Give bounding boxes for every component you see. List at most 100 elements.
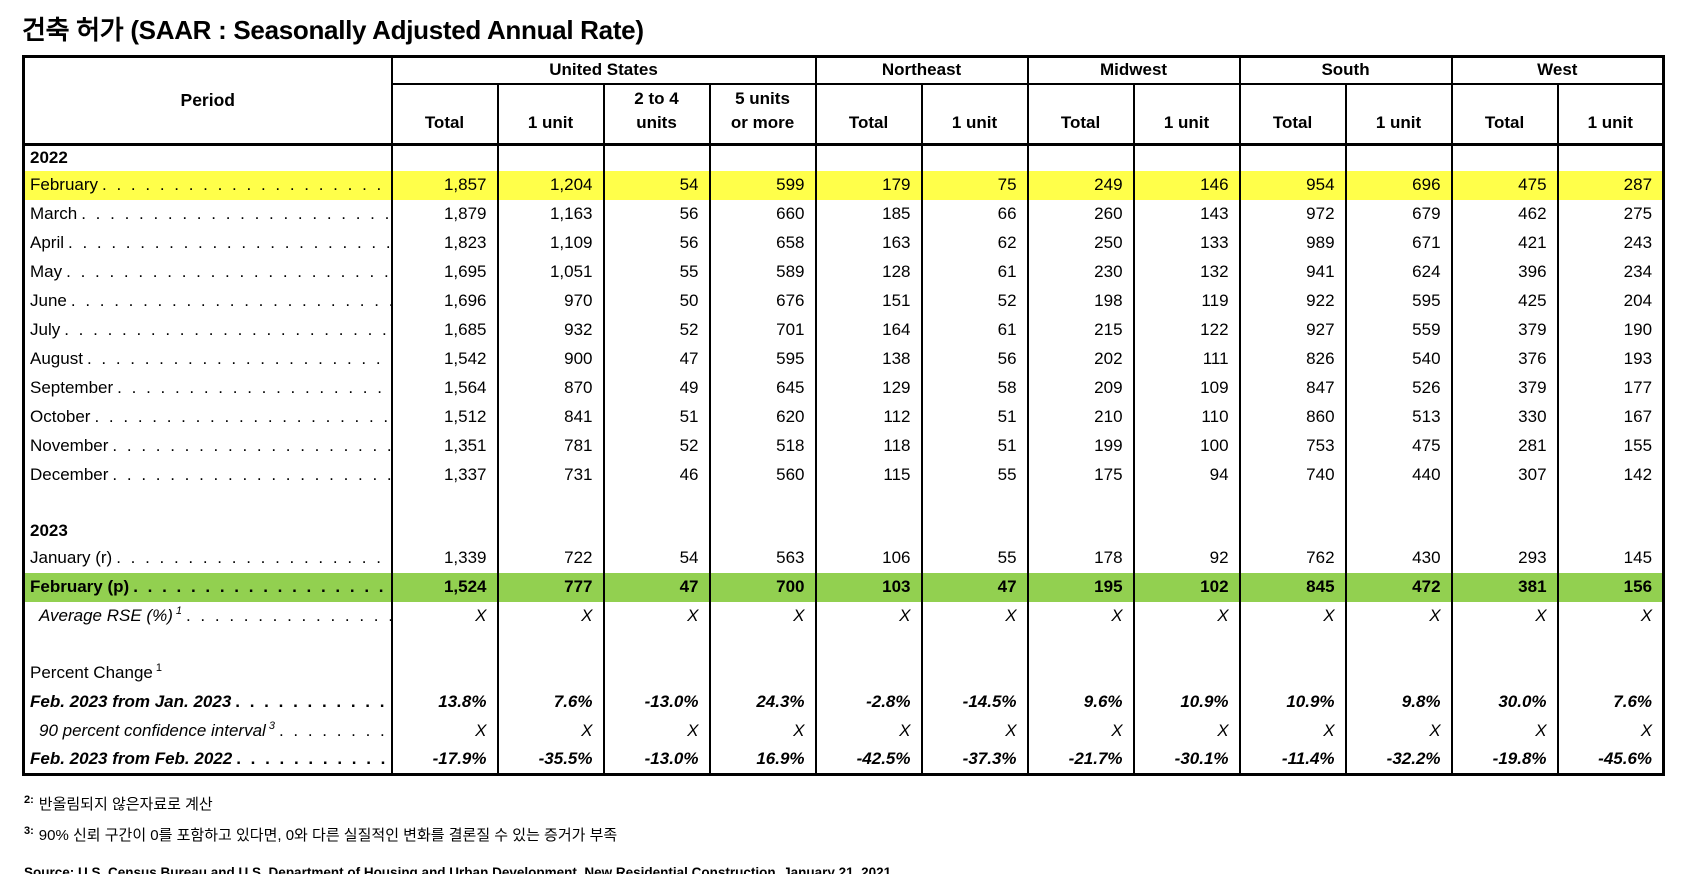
value-cell: 52 bbox=[602, 315, 710, 345]
value-cell: X bbox=[1238, 601, 1346, 631]
table-row: February. . . . . . . . . . . . . . . . … bbox=[23, 170, 1664, 200]
row-label-cell: 2023 bbox=[24, 518, 392, 544]
value-cell: 47 bbox=[602, 572, 710, 602]
value-cell bbox=[1556, 144, 1664, 171]
dot-leader: . . . . . . . . . . . . . . . . . . . . … bbox=[112, 465, 390, 484]
value-cell: 624 bbox=[1344, 257, 1452, 287]
row-label: February (p) bbox=[30, 577, 130, 596]
value-cell bbox=[496, 489, 604, 518]
col-header-us-1unit: 1 unit bbox=[496, 83, 604, 146]
value-cell: 676 bbox=[708, 286, 816, 316]
row-label: March bbox=[30, 204, 78, 223]
dot-leader: . . . . . . . . . . . . . . . . . . . . … bbox=[185, 606, 391, 625]
row-label-cell: June. . . . . . . . . . . . . . . . . . … bbox=[24, 287, 392, 316]
table-row: January (r). . . . . . . . . . . . . . .… bbox=[24, 543, 1664, 573]
value-cell: 513 bbox=[1344, 402, 1452, 432]
value-cell: 193 bbox=[1556, 344, 1664, 374]
value-cell bbox=[602, 489, 710, 518]
dot-leader: . . . . . . . . . . . . . . . . . . . . … bbox=[68, 233, 390, 252]
value-cell: 777 bbox=[496, 572, 604, 602]
row-label-cell bbox=[24, 490, 392, 518]
value-cell: 722 bbox=[496, 543, 604, 573]
row-label-cell: Percent Change 1 bbox=[24, 659, 392, 688]
value-cell: 75 bbox=[920, 170, 1028, 200]
footnote-3-text: 90% 신뢰 구간이 0를 포함하고 있다면, 0와 다른 실질적인 변화를 결… bbox=[38, 827, 618, 844]
value-cell: 287 bbox=[1556, 170, 1664, 200]
value-cell: 51 bbox=[920, 431, 1028, 461]
value-cell: -17.9% bbox=[390, 745, 498, 775]
value-cell: 179 bbox=[814, 170, 922, 200]
value-cell: 860 bbox=[1238, 402, 1346, 432]
value-cell bbox=[1238, 658, 1346, 688]
value-cell: 16.9% bbox=[708, 745, 816, 775]
value-cell: 210 bbox=[1026, 402, 1134, 432]
value-cell: X bbox=[602, 601, 710, 631]
value-cell bbox=[1450, 517, 1558, 544]
value-cell: 379 bbox=[1450, 315, 1558, 345]
value-cell: 198 bbox=[1026, 286, 1134, 316]
value-cell: 118 bbox=[814, 431, 922, 461]
row-label-cell: May. . . . . . . . . . . . . . . . . . .… bbox=[24, 258, 392, 287]
value-cell: 563 bbox=[708, 543, 816, 573]
value-cell bbox=[390, 517, 498, 544]
value-cell bbox=[390, 630, 498, 659]
value-cell bbox=[1238, 489, 1346, 518]
col-header-s-1unit: 1 unit bbox=[1344, 83, 1452, 146]
row-label: Percent Change 1 bbox=[30, 662, 162, 682]
value-cell: -13.0% bbox=[602, 745, 710, 775]
value-cell: 13.8% bbox=[390, 687, 498, 717]
value-cell: 595 bbox=[1344, 286, 1452, 316]
group-header-midwest: Midwest bbox=[1026, 56, 1240, 85]
value-cell bbox=[1556, 630, 1664, 659]
value-cell: 330 bbox=[1450, 402, 1558, 432]
value-cell: X bbox=[814, 601, 922, 631]
value-cell: -2.8% bbox=[814, 687, 922, 717]
value-cell bbox=[1450, 144, 1558, 171]
value-cell: 376 bbox=[1450, 344, 1558, 374]
value-cell bbox=[1344, 517, 1452, 544]
value-cell bbox=[1026, 517, 1134, 544]
value-cell: 143 bbox=[1132, 199, 1240, 229]
dot-leader: . . . . . . . . . . . . . . . . . . . . … bbox=[102, 175, 390, 194]
value-cell: 202 bbox=[1026, 344, 1134, 374]
value-cell: 185 bbox=[814, 199, 922, 229]
value-cell bbox=[496, 630, 604, 659]
value-cell: X bbox=[496, 716, 604, 746]
value-cell bbox=[708, 630, 816, 659]
dot-leader: . . . . . . . . . . . . . . . . . . . . … bbox=[66, 262, 391, 281]
value-cell: 922 bbox=[1238, 286, 1346, 316]
row-label-cell: March. . . . . . . . . . . . . . . . . .… bbox=[24, 200, 392, 229]
row-label: July bbox=[30, 320, 61, 339]
value-cell: 275 bbox=[1556, 199, 1664, 229]
value-cell: 475 bbox=[1344, 431, 1452, 461]
value-cell: 396 bbox=[1450, 257, 1558, 287]
row-label-cell: April. . . . . . . . . . . . . . . . . .… bbox=[24, 229, 392, 258]
value-cell: 1,695 bbox=[390, 257, 498, 287]
value-cell bbox=[496, 517, 604, 544]
row-label-cell: November. . . . . . . . . . . . . . . . … bbox=[24, 432, 392, 461]
value-cell bbox=[814, 144, 922, 171]
value-cell: 440 bbox=[1344, 460, 1452, 490]
dot-leader: . . . . . . . . . . . . . . . . . . . . … bbox=[116, 548, 390, 567]
value-cell: 700 bbox=[708, 572, 816, 602]
value-cell: 1,542 bbox=[390, 344, 498, 374]
value-cell: 10.9% bbox=[1132, 687, 1240, 717]
row-label: February bbox=[30, 175, 99, 194]
value-cell: 209 bbox=[1026, 373, 1134, 403]
table-row: November. . . . . . . . . . . . . . . . … bbox=[24, 431, 1664, 461]
value-cell: -35.5% bbox=[496, 745, 604, 775]
value-cell: 111 bbox=[1132, 344, 1240, 374]
value-cell: 133 bbox=[1132, 228, 1240, 258]
row-label-cell: Feb. 2023 from Jan. 2023. . . . . . . . … bbox=[24, 688, 392, 717]
value-cell: 932 bbox=[496, 315, 604, 345]
value-cell: 56 bbox=[602, 199, 710, 229]
footnote-2-marker: 2: bbox=[24, 794, 34, 806]
value-cell: 701 bbox=[708, 315, 816, 345]
row-label: January (r) bbox=[30, 548, 113, 567]
value-cell: 972 bbox=[1238, 199, 1346, 229]
value-cell: 595 bbox=[708, 344, 816, 374]
row-label: Average RSE (%) 1 bbox=[39, 605, 182, 625]
value-cell: 56 bbox=[602, 228, 710, 258]
footnote-3: 3: 90% 신뢰 구간이 0를 포함하고 있다면, 0와 다른 실질적인 변화를… bbox=[24, 818, 1686, 849]
